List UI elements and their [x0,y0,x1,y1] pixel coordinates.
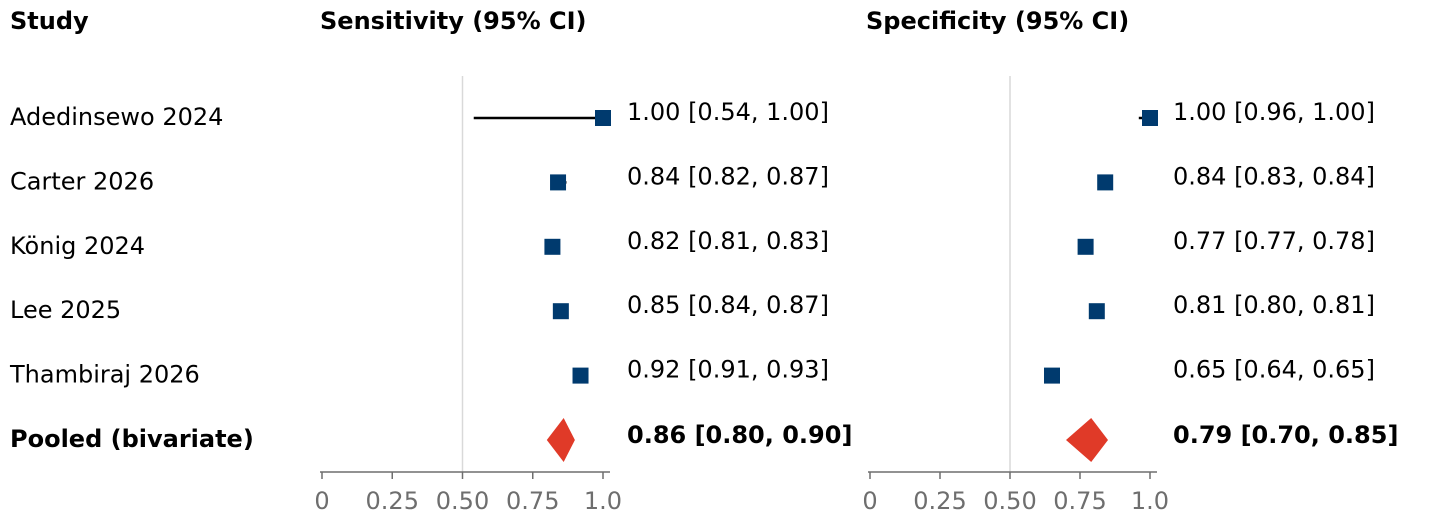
study-label: Thambiraj 2026 [9,361,200,389]
pooled-value-label: 0.79 [0.70, 0.85] [1173,421,1398,449]
pooled-value-label: 0.86 [0.80, 0.90] [627,421,852,449]
point-estimate [1088,303,1105,320]
point-estimate [1077,238,1094,255]
pooled-diamond [1066,418,1108,462]
x-tick-label: 0.50 [436,487,489,515]
value-label: 0.81 [0.80, 0.81] [1173,291,1375,319]
point-estimate [1142,110,1158,126]
point-estimate [550,174,567,191]
x-tick-label: 0.25 [913,487,966,515]
x-tick-label: 0.50 [983,487,1036,515]
study-header: Study [10,7,89,35]
x-tick-label: 0 [862,487,877,515]
x-tick-label: 0.75 [1053,487,1106,515]
value-label: 1.00 [0.54, 1.00] [627,98,829,126]
value-label: 0.77 [0.77, 0.78] [1173,227,1375,255]
point-estimate [595,110,611,126]
value-label: 0.92 [0.91, 0.93] [627,356,829,384]
x-tick-label: 0 [314,487,329,515]
study-label: Lee 2025 [10,296,121,324]
x-tick-label: 0.75 [506,487,559,515]
pooled-diamond [546,418,575,462]
point-estimate [544,238,561,255]
value-label: 0.82 [0.81, 0.83] [627,227,829,255]
x-tick-label: 1.0 [1131,487,1169,515]
panel-title: Sensitivity (95% CI) [320,7,586,35]
value-label: 0.85 [0.84, 0.87] [627,291,829,319]
point-estimate [552,303,569,320]
value-label: 0.84 [0.82, 0.87] [627,162,829,190]
point-estimate [1044,367,1060,384]
study-label: Adedinsewo 2024 [10,103,223,131]
value-label: 0.65 [0.64, 0.65] [1173,356,1375,384]
x-tick-label: 1.0 [584,487,622,515]
value-label: 1.00 [0.96, 1.00] [1173,98,1375,126]
point-estimate [1097,174,1114,191]
x-tick-label: 0.25 [366,487,419,515]
panel-title: Specificity (95% CI) [866,7,1129,35]
value-label: 0.84 [0.83, 0.84] [1173,162,1375,190]
pooled-label: Pooled (bivariate) [10,425,254,453]
study-label: Carter 2026 [10,167,154,195]
point-estimate [572,367,589,384]
study-label: König 2024 [10,232,145,260]
